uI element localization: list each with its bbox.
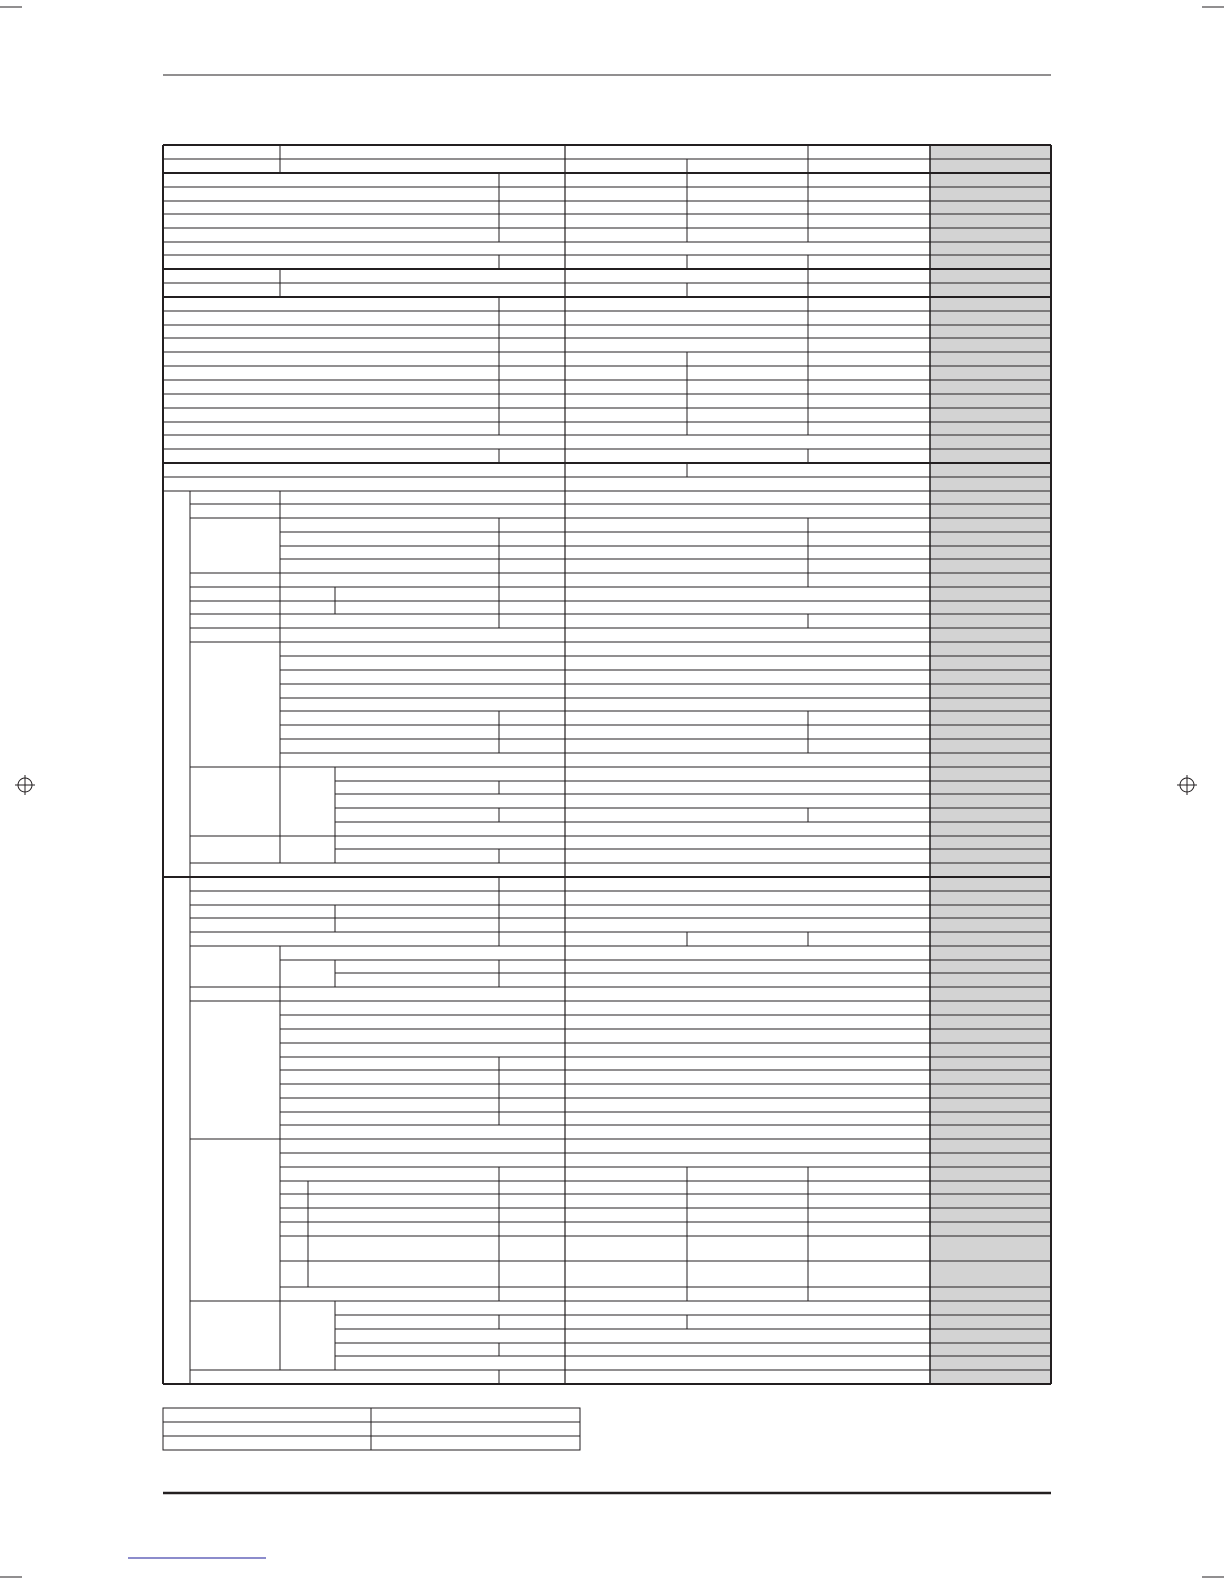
shaded-column [930,145,1051,1384]
